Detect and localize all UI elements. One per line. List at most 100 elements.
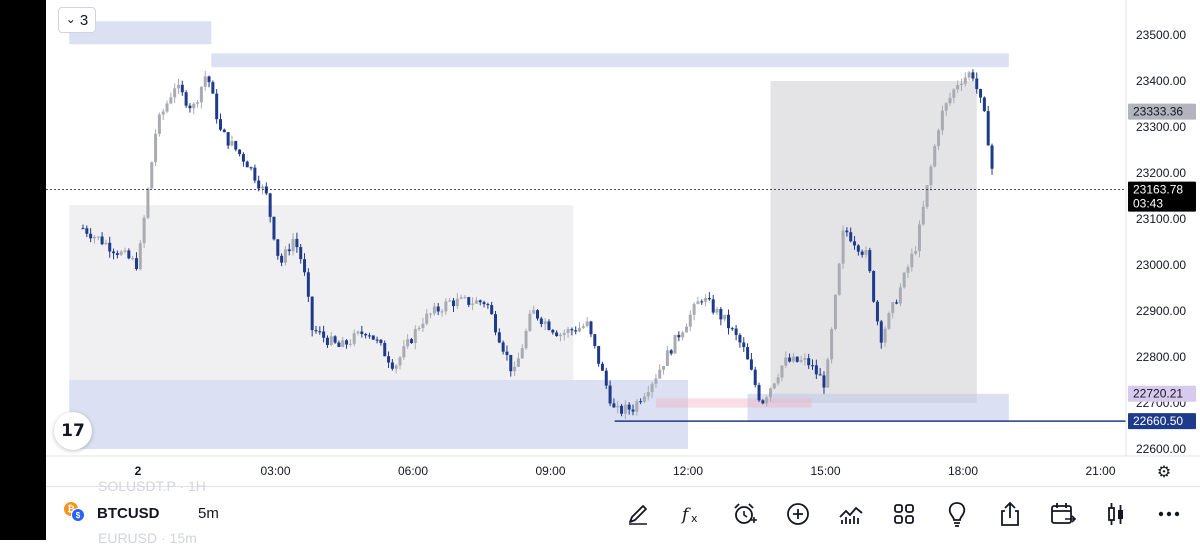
x-tick-label: 12:00: [673, 464, 703, 478]
candle-body: [352, 333, 356, 344]
candle: [505, 345, 509, 361]
candle-body: [971, 72, 975, 79]
y-tick-label: 22600.00: [1136, 442, 1186, 456]
candle: [157, 112, 161, 137]
candle-body: [707, 297, 711, 300]
candle: [318, 326, 322, 335]
candle: [169, 92, 173, 105]
zone-gray-2: [69, 205, 574, 380]
candle-body: [849, 232, 853, 242]
candle-body: [868, 250, 872, 272]
svg-text:f: f: [680, 505, 691, 525]
candle-style-icon[interactable]: [1102, 500, 1130, 528]
candle: [979, 88, 983, 103]
candle: [658, 364, 662, 380]
candle-body: [887, 313, 891, 329]
candle-body: [494, 314, 497, 333]
candle-body: [986, 111, 990, 146]
zone-blue-3: [69, 380, 574, 449]
candle-body: [165, 103, 169, 112]
candle: [417, 325, 421, 332]
candle: [864, 246, 868, 259]
candlestick-chart[interactable]: 23500.00 23400.00 23300.00 23200.00 23100.00…: [46, 0, 1200, 486]
candle: [478, 299, 482, 306]
candle-body: [287, 249, 291, 252]
zone-darkgray-5: [770, 81, 977, 403]
candle-body: [814, 365, 818, 375]
candle: [921, 200, 925, 226]
candle: [971, 69, 975, 82]
chart-area[interactable]: 23500.00 23400.00 23300.00 23200.00 23100.00…: [46, 0, 1200, 540]
candle: [356, 330, 360, 336]
candle-body: [719, 308, 723, 320]
candle-body: [131, 258, 135, 260]
collapse-indicators-button[interactable]: ⌄ 3: [58, 7, 96, 33]
candle-body: [944, 103, 948, 111]
candle-body: [788, 357, 792, 362]
candle-body: [413, 329, 417, 344]
candle: [425, 309, 429, 326]
candle: [807, 353, 811, 369]
more-icon[interactable]: [1155, 500, 1183, 528]
candle-body: [910, 253, 914, 268]
candle-body: [623, 404, 627, 414]
candle-body: [291, 238, 295, 252]
device-edge: [0, 0, 46, 540]
candle: [329, 332, 333, 346]
watchlist-hint-bottom: EURUSD · 15m: [98, 530, 197, 546]
candle: [398, 355, 402, 370]
candle: [654, 373, 658, 388]
candle: [772, 382, 776, 390]
candle: [692, 302, 696, 321]
candle-body: [963, 77, 967, 84]
candle-body: [513, 366, 517, 372]
zone-pink-7: [655, 398, 812, 408]
candle: [707, 292, 711, 301]
candle: [85, 225, 89, 238]
candle: [310, 296, 314, 337]
replay-calendar-icon[interactable]: [1049, 500, 1077, 528]
candle: [199, 86, 203, 109]
candle-body: [532, 310, 536, 314]
candle: [704, 294, 708, 307]
candle: [581, 323, 585, 330]
candle-body: [929, 166, 933, 186]
candle: [241, 152, 245, 167]
candle-body: [127, 250, 131, 259]
candle: [104, 239, 108, 246]
alert-clock-icon[interactable]: [731, 500, 759, 528]
candle-body: [975, 78, 979, 90]
tradingview-logo[interactable]: 17: [54, 412, 92, 450]
candle-body: [272, 216, 276, 240]
candle-body: [417, 327, 421, 330]
add-icon[interactable]: [784, 500, 812, 528]
candle: [562, 329, 566, 341]
candle-body: [92, 236, 96, 239]
brush-icon[interactable]: [624, 500, 652, 528]
candle-body: [115, 253, 119, 255]
candle: [833, 294, 837, 331]
candle-body: [620, 405, 624, 414]
candle-body: [360, 331, 364, 334]
layouts-grid-icon[interactable]: [890, 500, 918, 528]
candle: [776, 373, 780, 386]
candle-body: [635, 401, 639, 412]
candle-body: [238, 149, 242, 155]
candle-body: [528, 313, 532, 331]
candle: [887, 311, 891, 330]
y-tick-label: 22900.00: [1136, 304, 1186, 318]
candle: [108, 236, 112, 258]
share-icon[interactable]: [996, 500, 1024, 528]
chevron-down-icon: ⌄: [65, 12, 76, 26]
candle-body: [879, 321, 883, 343]
candle-body: [642, 396, 646, 402]
candle: [528, 309, 532, 332]
interval-selector[interactable]: 5m: [198, 505, 219, 522]
candle-body: [471, 303, 475, 305]
compare-chart-icon[interactable]: [837, 500, 865, 528]
ideas-bulb-icon[interactable]: [943, 500, 971, 528]
candle-body: [906, 267, 910, 273]
candle-body: [100, 236, 104, 245]
symbol-name[interactable]: BTCUSD: [97, 505, 160, 522]
